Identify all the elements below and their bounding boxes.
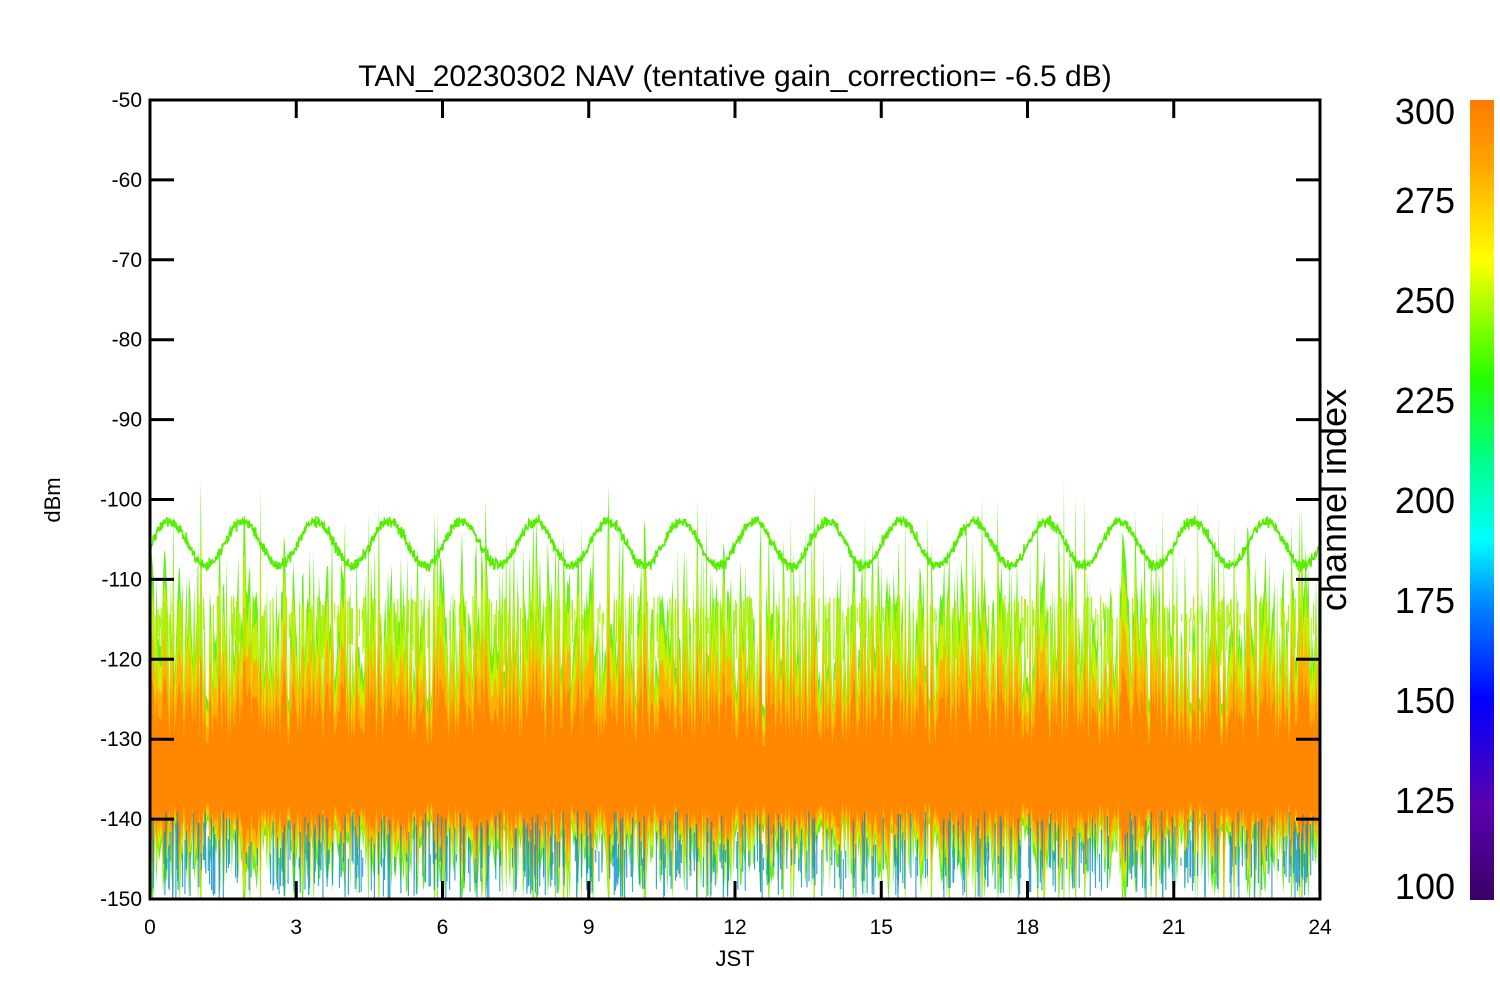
y-tick-label-4: -90 — [112, 409, 142, 432]
x-tick-label-6: 18 — [1016, 916, 1039, 939]
y-tick-label-2: -70 — [112, 249, 142, 272]
colorbar-tick-label-0: 300 — [1395, 91, 1455, 132]
x-tick-label-5: 15 — [870, 916, 893, 939]
colorbar-ticks: 300 275 250 225 200 175 150 125 100 — [1395, 91, 1455, 907]
x-tick-label-0: 0 — [144, 916, 156, 939]
x-axis-label: JST — [715, 946, 754, 971]
plot-data — [150, 476, 1320, 899]
x-tick-label-4: 12 — [723, 916, 746, 939]
x-tick-label-1: 3 — [290, 916, 302, 939]
colorbar — [1470, 100, 1494, 900]
colorbar-tick-label-1: 275 — [1395, 180, 1455, 221]
colorbar-tick-label-6: 150 — [1395, 680, 1455, 721]
noise-spikes-low — [150, 811, 1320, 899]
x-tick-label-8: 24 — [1308, 916, 1332, 939]
noise-spikes-high — [150, 595, 1320, 667]
y-axis: -50 -60 -70 -80 -90 -100 -110 -120 -130 -140 -150 — [100, 89, 1320, 911]
y-tick-label-0: -50 — [112, 89, 142, 112]
y-tick-label-6: -110 — [102, 568, 142, 591]
colorbar-tick-label-3: 225 — [1395, 380, 1455, 421]
y-tick-label-10: -150 — [100, 888, 142, 911]
y-tick-label-9: -140 — [100, 808, 142, 831]
colorbar-tick-label-7: 125 — [1395, 780, 1455, 821]
y-tick-label-8: -130 — [100, 728, 142, 751]
colorbar-tick-label-8: 100 — [1395, 866, 1455, 907]
y-tick-label-5: -100 — [100, 489, 142, 512]
y-tick-label-1: -60 — [112, 169, 142, 192]
chart-title: TAN_20230302 NAV (tentative gain_correct… — [358, 60, 1112, 93]
noise-band-core — [150, 642, 1320, 877]
x-tick-label-2: 6 — [437, 916, 449, 939]
x-tick-label-3: 9 — [583, 916, 595, 939]
y-tick-label-7: -120 — [100, 648, 142, 671]
colorbar-tick-label-5: 175 — [1395, 580, 1455, 621]
x-axis: 0 3 6 9 12 15 18 21 24 — [144, 100, 1332, 939]
colorbar-tick-label-2: 250 — [1395, 280, 1455, 321]
y-axis-label: dBm — [40, 477, 65, 522]
colorbar-tick-label-4: 200 — [1395, 480, 1455, 521]
colorbar-label: channel index — [1313, 389, 1354, 611]
series-line-oscillation — [150, 514, 1320, 573]
y-tick-label-3: -80 — [112, 329, 142, 352]
x-tick-label-7: 21 — [1162, 916, 1185, 939]
